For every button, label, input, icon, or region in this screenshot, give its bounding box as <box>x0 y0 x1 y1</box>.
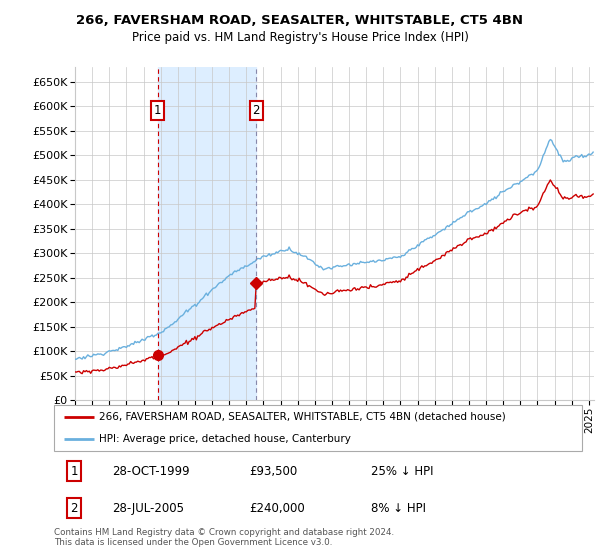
Bar <box>158 67 256 400</box>
FancyBboxPatch shape <box>54 405 582 451</box>
Text: 28-JUL-2005: 28-JUL-2005 <box>112 502 184 515</box>
Text: 1: 1 <box>154 104 161 117</box>
Text: Contains HM Land Registry data © Crown copyright and database right 2024.
This d: Contains HM Land Registry data © Crown c… <box>54 528 394 547</box>
Text: 1: 1 <box>70 465 78 478</box>
Text: HPI: Average price, detached house, Canterbury: HPI: Average price, detached house, Cant… <box>99 434 351 444</box>
Text: 2: 2 <box>253 104 260 117</box>
Text: £240,000: £240,000 <box>250 502 305 515</box>
Text: 28-OCT-1999: 28-OCT-1999 <box>112 465 190 478</box>
Text: 266, FAVERSHAM ROAD, SEASALTER, WHITSTABLE, CT5 4BN: 266, FAVERSHAM ROAD, SEASALTER, WHITSTAB… <box>77 14 523 27</box>
Text: 2: 2 <box>70 502 78 515</box>
Text: Price paid vs. HM Land Registry's House Price Index (HPI): Price paid vs. HM Land Registry's House … <box>131 31 469 44</box>
Text: 25% ↓ HPI: 25% ↓ HPI <box>371 465 433 478</box>
Text: 8% ↓ HPI: 8% ↓ HPI <box>371 502 426 515</box>
Text: £93,500: £93,500 <box>250 465 298 478</box>
Text: 266, FAVERSHAM ROAD, SEASALTER, WHITSTABLE, CT5 4BN (detached house): 266, FAVERSHAM ROAD, SEASALTER, WHITSTAB… <box>99 412 506 422</box>
